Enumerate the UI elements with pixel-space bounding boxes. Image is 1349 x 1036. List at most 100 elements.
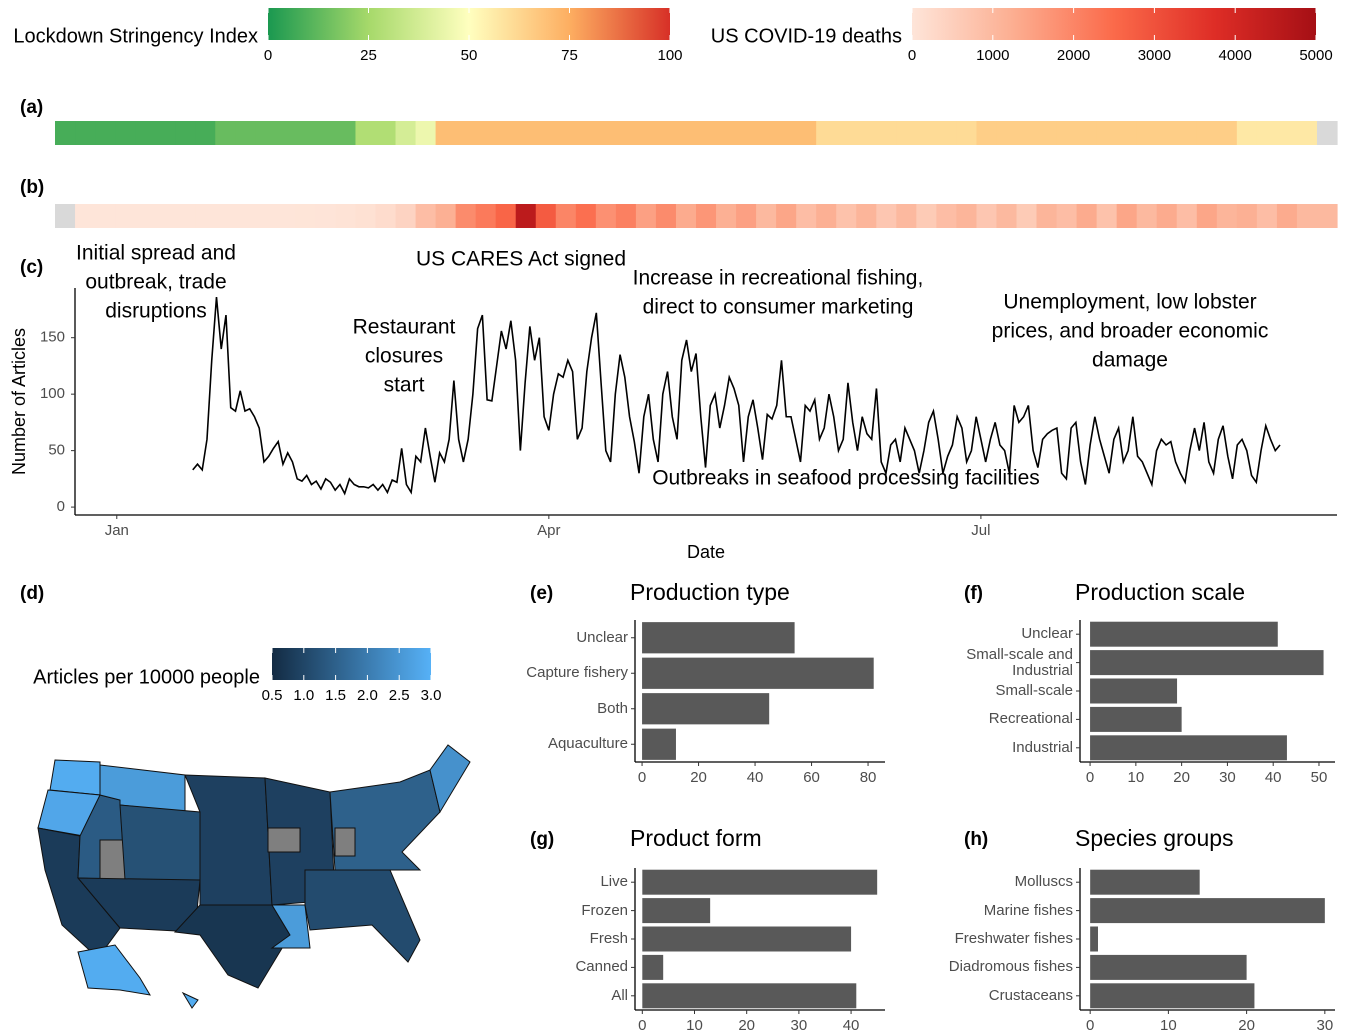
x-axis-title: Date (687, 542, 725, 562)
x-tick-label: 40 (843, 1017, 860, 1034)
strip-cell (335, 121, 357, 145)
map-region (181, 991, 199, 1009)
strip-cell (936, 204, 958, 228)
strip-cell (195, 121, 216, 145)
y-tick-label: Unclear (1021, 625, 1073, 643)
strip-cell (1056, 121, 1078, 145)
colorbar-label: 100 (657, 47, 682, 64)
strip-cell (275, 121, 296, 145)
strip-cell (635, 121, 657, 145)
map-region (429, 744, 471, 814)
strip-cell (796, 204, 817, 228)
panel-label: (b) (20, 177, 44, 198)
strip-cell (916, 204, 937, 228)
annotation: damage (1092, 349, 1168, 372)
strip-cell (896, 204, 917, 228)
strip-cell (375, 121, 397, 145)
strip-cell (816, 204, 837, 228)
x-tick-label: 30 (791, 1017, 808, 1034)
strip-cell (135, 204, 156, 228)
panel-label: (d) (20, 583, 44, 604)
strip-cell (55, 204, 76, 228)
category-label-box: Molluscs (1015, 874, 1073, 890)
strip-cell (295, 204, 317, 228)
strip-cell (455, 121, 477, 145)
panel-label: (h) (964, 829, 988, 850)
strip-cell (1156, 204, 1178, 228)
y-tick-label: Recreational (988, 710, 1073, 728)
strip-cell (756, 121, 777, 145)
category-label-box: Industrial (1012, 738, 1073, 756)
strip-cell (1316, 121, 1338, 145)
y-tick-label: Live (600, 873, 628, 891)
strip-cell (1176, 121, 1198, 145)
strip-cell (495, 121, 517, 145)
annotation: Outbreaks in seafood processing faciliti… (652, 467, 1040, 490)
bar (642, 622, 795, 654)
bar (1090, 898, 1325, 924)
x-tick-label: 10 (686, 1017, 703, 1034)
strip-cell (115, 204, 136, 228)
category-label-box: Unclear (1021, 625, 1073, 643)
colorbar-label: 0 (264, 47, 272, 64)
category-label-box: Unclear (576, 628, 628, 646)
category-label-box: Marine fishes (984, 902, 1073, 918)
colorbar-label: 25 (360, 47, 377, 64)
strip-cell (55, 121, 76, 145)
x-tick-label: Jan (105, 522, 129, 539)
strip-cell (1016, 121, 1038, 145)
x-tick-label: 10 (1128, 769, 1145, 786)
strip-cell (1076, 204, 1098, 228)
strip-cell (1156, 121, 1178, 145)
strip-cell (75, 204, 96, 228)
bar (1090, 735, 1287, 761)
x-tick-label: 50 (1311, 769, 1328, 786)
y-tick-label: Unclear (576, 628, 628, 646)
map-region (77, 944, 151, 996)
strip-cell (75, 121, 96, 145)
strip-cell (1136, 121, 1158, 145)
bar (1090, 621, 1278, 647)
strip-cell (675, 204, 697, 228)
y-tick-label: Freshwater fishes (954, 929, 1073, 947)
bar (642, 926, 852, 952)
x-tick-label: 60 (803, 769, 820, 786)
annotation: closures (365, 345, 443, 368)
strip-cell (996, 121, 1018, 145)
bar (642, 728, 676, 760)
strip-cell (615, 121, 637, 145)
strip-cell (736, 121, 757, 145)
x-tick-label: 80 (860, 769, 877, 786)
bar (1090, 983, 1255, 1009)
colorbar (272, 648, 431, 680)
x-tick-label: 0 (1086, 769, 1094, 786)
strip-cell (175, 204, 196, 228)
x-tick-label: 20 (690, 769, 707, 786)
category-label-box: Diadromous fishes (949, 959, 1073, 975)
strip-cell (1116, 121, 1138, 145)
strip-cell (756, 204, 777, 228)
category-label-box: Freshwater fishes (954, 929, 1073, 947)
colorbar-label: 75 (561, 47, 578, 64)
y-tick-label: Both (597, 699, 628, 717)
strip-cell (796, 121, 817, 145)
strip-cell (575, 121, 597, 145)
strip-cell (876, 121, 897, 145)
strip-cell (635, 204, 657, 228)
strip-cell (1256, 204, 1278, 228)
legend-title: Articles per 10000 people (33, 666, 260, 688)
panel-label: (g) (530, 829, 554, 850)
map-region (99, 839, 126, 881)
bar (1090, 926, 1098, 952)
strip-cell (175, 121, 196, 145)
strip-cell (315, 204, 337, 228)
x-tick-label: 30 (1219, 769, 1236, 786)
strip-cell (1136, 204, 1158, 228)
y-tick-label: Industrial (1012, 738, 1073, 756)
colorbar-label: 2.5 (389, 687, 410, 704)
x-tick-label: 20 (738, 1017, 755, 1034)
y-tick-label: 150 (40, 329, 65, 346)
y-axis-title: Number of Articles (9, 328, 29, 475)
strip-cell (255, 121, 276, 145)
colorbar-label: 3000 (1138, 47, 1171, 64)
